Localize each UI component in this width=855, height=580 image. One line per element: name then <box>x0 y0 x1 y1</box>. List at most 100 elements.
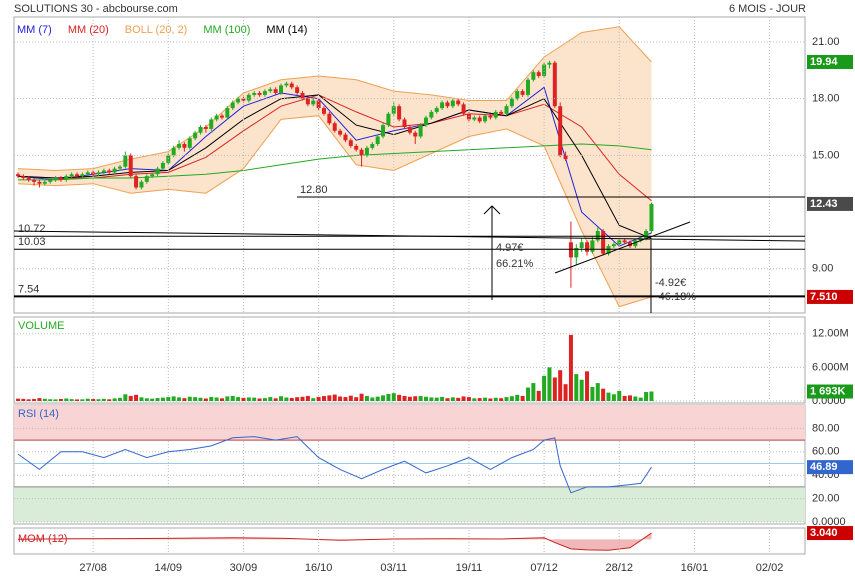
volume-bar <box>139 397 144 401</box>
candle-body <box>128 155 133 177</box>
y-tick-label: 60.00 <box>812 446 840 458</box>
volume-bar <box>601 388 606 401</box>
volume-bar <box>472 398 477 401</box>
candle-body <box>321 108 326 114</box>
candle-body <box>477 117 482 122</box>
candle-body <box>558 106 563 156</box>
y-tick-label: 20.00 <box>812 493 840 505</box>
candle-body <box>418 125 423 137</box>
candle-body <box>509 98 514 107</box>
x-tick-label: 16/01 <box>681 562 709 574</box>
volume-bar <box>520 395 525 401</box>
volume-bar <box>644 392 649 401</box>
candle-body <box>155 168 160 175</box>
volume-bar <box>112 398 117 401</box>
candle-body <box>472 117 477 120</box>
candle-body <box>375 136 380 145</box>
price-tag-label: 3.040 <box>810 527 838 539</box>
volume-bar <box>26 399 31 401</box>
candle-body <box>327 113 332 124</box>
volume-bar <box>64 398 69 401</box>
volume-bar <box>75 399 80 401</box>
candle-body <box>359 149 364 156</box>
volume-bar <box>134 394 139 401</box>
volume-bar <box>246 397 251 401</box>
volume-bar <box>381 395 386 401</box>
candle-body <box>579 242 584 248</box>
panel-title: MOM (12) <box>18 533 68 545</box>
volume-bar <box>225 396 230 401</box>
candle-body <box>348 140 353 146</box>
volume-bar <box>509 396 514 401</box>
volume-bar <box>359 393 364 401</box>
candle-body <box>177 144 182 148</box>
volume-bar <box>552 377 557 401</box>
zone-band <box>14 486 805 522</box>
volume-bar <box>440 396 445 401</box>
volume-bar <box>622 395 627 401</box>
volume-bar <box>160 397 165 401</box>
candle-body <box>48 179 53 182</box>
candle-body <box>536 72 541 76</box>
candle-body <box>434 108 439 112</box>
volume-bar <box>236 397 241 401</box>
y-tick-label: 21.00 <box>812 36 840 48</box>
candle-body <box>633 240 638 247</box>
candle-body <box>246 94 251 101</box>
x-tick-label: 16/10 <box>305 562 333 574</box>
candle-body <box>456 100 461 105</box>
candle-body <box>15 174 20 177</box>
volume-bar <box>461 396 466 401</box>
level-label: 7.54 <box>18 283 39 295</box>
volume-bar <box>80 399 85 401</box>
y-tick-label: 12.00M <box>812 328 849 340</box>
volume-bar <box>305 395 310 401</box>
candle-body <box>42 181 47 184</box>
volume-bar <box>429 397 434 401</box>
volume-bar <box>568 334 573 401</box>
volume-bar <box>483 397 488 401</box>
volume-bar <box>332 394 337 401</box>
volume-bar <box>638 397 643 401</box>
candle-body <box>402 119 407 128</box>
candle-body <box>187 138 192 148</box>
panel-title: RSI (14) <box>18 408 59 420</box>
candle-body <box>515 91 520 99</box>
candle-body <box>499 111 504 114</box>
volume-bar <box>579 379 584 401</box>
candle-body <box>295 87 300 93</box>
plot-layer: 27/08 14/09 30/09 16/10 03/11 19/11 07/12 28/12… <box>14 17 853 574</box>
volume-bar <box>370 397 375 401</box>
volume-bar <box>128 395 133 401</box>
volume-bar <box>209 396 214 401</box>
candle-body <box>370 144 375 148</box>
volume-bar <box>456 397 461 401</box>
candle-body <box>112 168 117 173</box>
volume-bar <box>144 398 149 401</box>
indicator-line <box>17 436 652 494</box>
candle-body <box>423 117 428 126</box>
volume-bar <box>15 398 20 401</box>
volume-bar <box>633 396 638 401</box>
candle-body <box>225 108 230 118</box>
candle-body <box>649 203 654 231</box>
volume-bar <box>107 399 112 401</box>
volume-bar <box>515 394 520 401</box>
price-tag <box>807 54 853 69</box>
volume-bar <box>407 396 412 401</box>
mom-clip <box>17 532 652 551</box>
candle-body <box>622 240 627 243</box>
volume-bar <box>262 398 267 401</box>
candle-body <box>279 85 284 93</box>
candle-body <box>391 106 396 114</box>
legend-entry: BOLL (20, 2) <box>125 24 188 36</box>
volume-bar <box>413 396 418 401</box>
candle-body <box>241 98 246 101</box>
volume-bar <box>177 397 182 401</box>
candle-body <box>139 181 144 188</box>
candle-body <box>166 155 171 163</box>
candle-body <box>160 162 165 169</box>
candle-body <box>574 247 579 258</box>
x-tick-label: 28/12 <box>605 562 633 574</box>
volume-bar <box>155 398 160 401</box>
